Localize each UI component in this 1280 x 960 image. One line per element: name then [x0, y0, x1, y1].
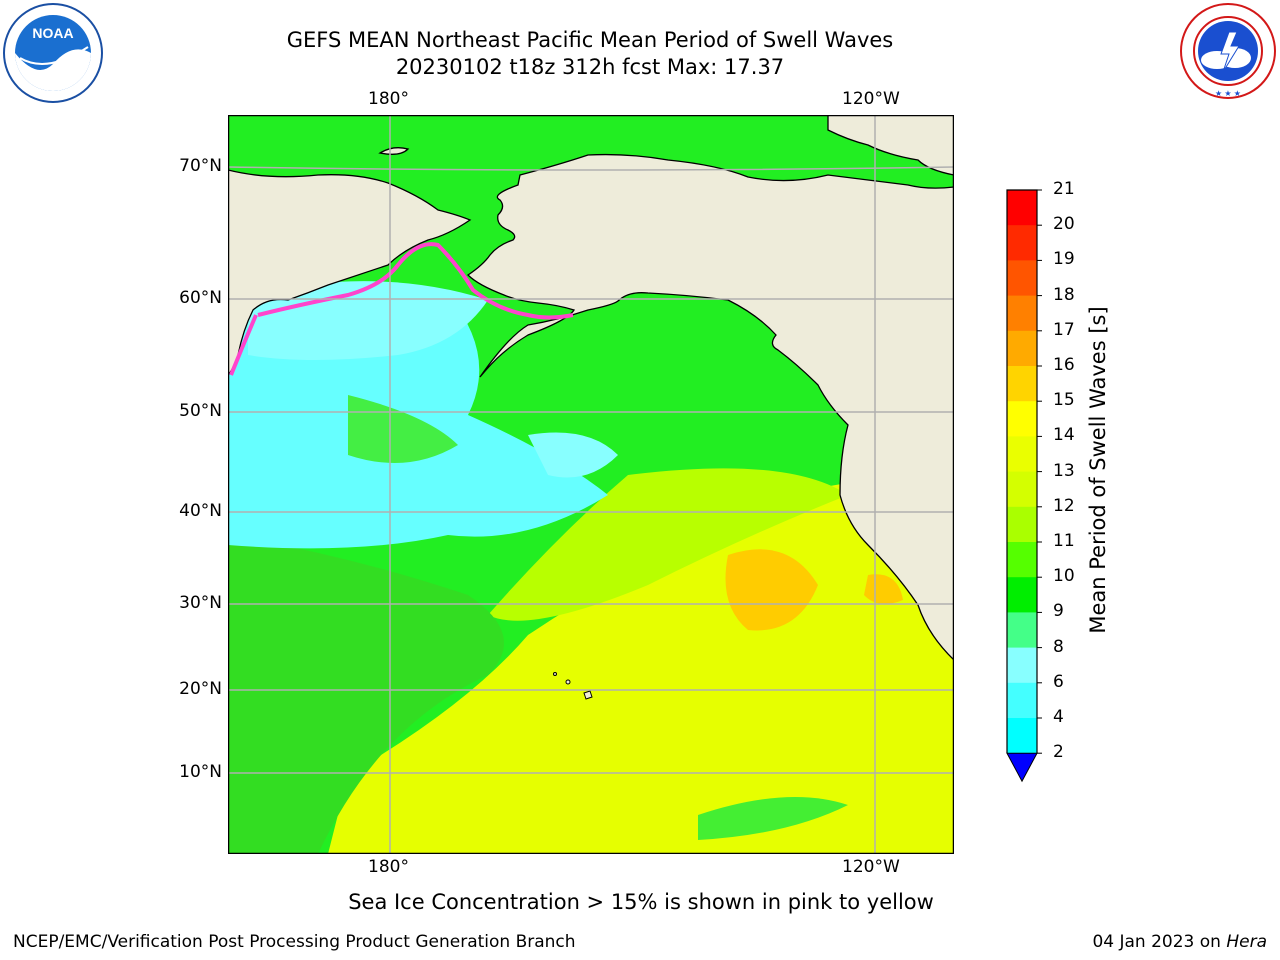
- swell-region-cyan-2: [248, 281, 488, 360]
- colorbar-box: [1007, 682, 1037, 719]
- noaa-logo: NOAA: [2, 2, 104, 108]
- colorbar-title: Mean Period of Swell Waves [s]: [1086, 306, 1110, 634]
- lon-label-top-120w: 120°W: [842, 89, 900, 109]
- colorbar-tick-label: 20: [1053, 214, 1075, 235]
- colorbar-tick-label: 12: [1053, 495, 1075, 516]
- colorbar-box: [1007, 330, 1037, 367]
- lat-label-40n: 40°N: [179, 501, 222, 521]
- footer-credit: NCEP/EMC/Verification Post Processing Pr…: [13, 932, 576, 952]
- colorbar-box: [1007, 542, 1037, 578]
- land-hawaii: [583, 690, 593, 700]
- colorbar-box: [1007, 577, 1037, 613]
- noaa-logo-text: NOAA: [32, 25, 73, 41]
- colorbar-tick-label: 8: [1053, 636, 1064, 657]
- lat-label-20n: 20°N: [179, 679, 222, 699]
- chart-subtitle: 20230102 t18z 312h fcst Max: 17.37: [395, 55, 785, 79]
- land-north-america: [466, 153, 954, 661]
- colorbar-box: [1007, 366, 1037, 402]
- colorbar-tick-label: 11: [1053, 531, 1075, 551]
- colorbar-box: [1007, 295, 1037, 332]
- footer-date: 04 Jan 2023 on Hera: [1092, 932, 1267, 952]
- colorbar-box: [1007, 260, 1037, 297]
- colorbar-tick-label: 10: [1053, 566, 1075, 587]
- colorbar-box: [1007, 190, 1037, 226]
- colorbar-tick-label: 9: [1053, 601, 1064, 622]
- footer-date-text: 04 Jan 2023 on: [1092, 932, 1227, 952]
- colorbar-box: [1007, 647, 1037, 684]
- sea-ice-note: Sea Ice Concentration > 15% is shown in …: [348, 890, 934, 914]
- colorbar-box: [1007, 506, 1037, 543]
- colorbar-box: [1007, 471, 1037, 508]
- lon-label-bottom-120w: 120°W: [842, 857, 900, 877]
- colorbar-tick-label: 6: [1053, 671, 1064, 692]
- sea-ice-edge-west: [229, 314, 258, 376]
- swell-region-lightgreen: [488, 468, 848, 621]
- colorbar-tick-label: 2: [1053, 742, 1064, 763]
- swell-region-orange-small: [864, 574, 903, 604]
- lat-label-30n: 30°N: [179, 593, 222, 613]
- lat-label-60n: 60°N: [179, 288, 222, 308]
- graticule: [228, 115, 954, 854]
- colorbar-tick-label: 21: [1053, 179, 1075, 199]
- land-russia: [228, 169, 472, 376]
- lon-label-top-180: 180°: [368, 89, 409, 109]
- colorbar-box: [1007, 401, 1037, 437]
- colorbar-extend-triangle: [1006, 752, 1038, 783]
- swell-region-green-west: [228, 535, 504, 854]
- sea-ice-edge: [257, 242, 574, 320]
- footer-host: Hera: [1226, 932, 1267, 952]
- nws-logo: ★ ★ ★: [1177, 2, 1279, 104]
- colorbar-tick-label: 18: [1053, 284, 1075, 305]
- colorbar-box: [1007, 225, 1037, 261]
- lat-label-10n: 10°N: [179, 762, 222, 782]
- colorbar-tick-label: 15: [1053, 390, 1075, 411]
- lat-label-70n: 70°N: [179, 156, 222, 176]
- chart-title: GEFS MEAN Northeast Pacific Mean Period …: [286, 28, 894, 52]
- colorbar: [1006, 189, 1042, 783]
- swell-region-orange: [725, 549, 818, 631]
- colorbar-tick-label: 17: [1053, 319, 1075, 340]
- colorbar-tick-label: 14: [1053, 425, 1075, 446]
- lat-label-50n: 50°N: [179, 401, 222, 421]
- colorbar-box: [1007, 718, 1037, 754]
- svg-text:★ ★ ★: ★ ★ ★: [1215, 89, 1241, 98]
- lon-label-bottom-180: 180°: [368, 857, 409, 877]
- colorbar-tick-label: 19: [1053, 249, 1075, 270]
- colorbar-tick-label: 16: [1053, 355, 1075, 375]
- colorbar-tick-label: 4: [1053, 707, 1064, 727]
- land-arctic-islands: [827, 115, 954, 176]
- swell-region-cyan-3: [528, 432, 618, 478]
- colorbar-box: [1007, 436, 1037, 473]
- colorbar-tick-label: 13: [1053, 460, 1075, 481]
- swell-period-map: [228, 115, 954, 854]
- colorbar-box: [1007, 612, 1037, 649]
- swell-region-green-south: [698, 797, 848, 840]
